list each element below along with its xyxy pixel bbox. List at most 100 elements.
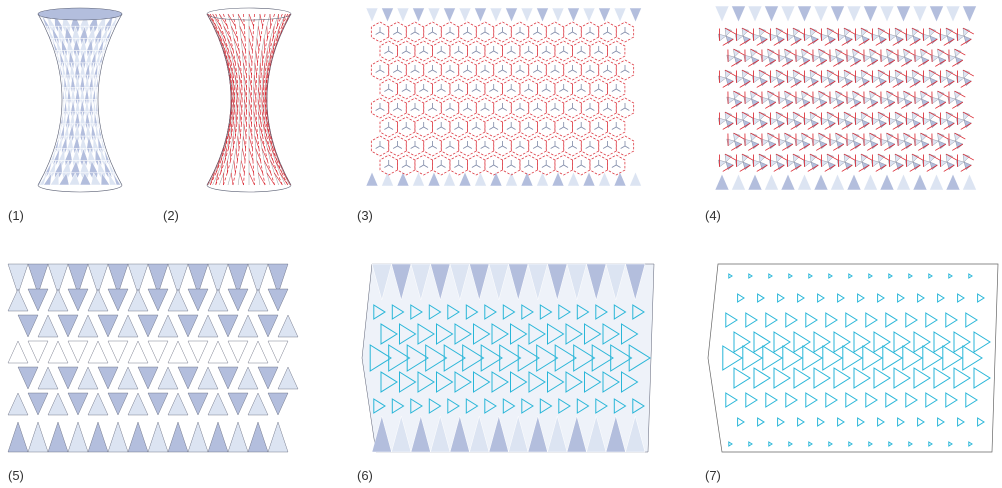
- cyan-triangle: [933, 331, 951, 353]
- twist-crease: [784, 90, 796, 98]
- hex-spoke: [607, 31, 613, 35]
- pinwheel-flap: [811, 54, 820, 63]
- edge-triangle: [147, 263, 169, 295]
- pinwheel-flap: [945, 153, 953, 163]
- hyperboloid-edge: [256, 26, 259, 39]
- twist-crease: [792, 111, 805, 119]
- twist-crease: [875, 122, 887, 130]
- cyan-triangle: [968, 273, 973, 279]
- inner-triangle: [237, 314, 259, 338]
- pinwheel-flap: [784, 90, 792, 100]
- crease-line: [268, 136, 274, 149]
- crease-line: [257, 136, 260, 149]
- cyan-triangle: [380, 371, 398, 393]
- edge-flap: [505, 7, 518, 23]
- crease-line: [223, 50, 229, 63]
- hyperboloid-edge: [238, 111, 241, 124]
- edge-triangle: [227, 421, 249, 453]
- cyan-triangle: [905, 392, 918, 408]
- crease-line: [239, 99, 243, 112]
- hex-spoke: [550, 107, 556, 111]
- pinwheel-flap: [861, 119, 870, 128]
- edge-flap: [629, 171, 642, 187]
- hyperboloid-edge: [235, 50, 239, 63]
- cyan-triangle: [473, 323, 491, 345]
- hex-spoke: [502, 69, 508, 73]
- twist-crease: [858, 164, 870, 172]
- twist-crease: [809, 153, 822, 161]
- hyperboloid-edge: [255, 148, 258, 161]
- hex-spoke: [397, 145, 403, 149]
- twist-crease: [843, 27, 856, 35]
- edge-triangle: [527, 415, 548, 453]
- pinwheel-flap: [835, 48, 843, 58]
- pinwheel-flap: [911, 153, 919, 163]
- crease-line: [252, 148, 254, 161]
- twist-crease: [911, 69, 924, 77]
- crease-line: [232, 62, 238, 76]
- hyperboloid-facet: [49, 172, 60, 186]
- twist-crease: [792, 69, 805, 77]
- edge-flap: [629, 7, 642, 23]
- pinwheel-flap: [742, 35, 751, 44]
- hex-spoke: [480, 107, 486, 111]
- edge-triangle: [167, 421, 189, 453]
- edge-flap: [427, 171, 441, 187]
- inner-triangle: [127, 340, 149, 364]
- pinwheel-flap: [904, 98, 913, 107]
- hex-spoke: [616, 50, 621, 54]
- cyan-triangle: [793, 331, 811, 353]
- cyan-triangle: [828, 441, 833, 447]
- crease-line: [215, 172, 219, 186]
- hyperboloid-edge: [227, 148, 231, 161]
- crease-line: [236, 75, 239, 88]
- pinwheel-flap: [742, 161, 751, 170]
- crease-line: [260, 160, 263, 173]
- inner-triangle: [97, 314, 119, 338]
- pinwheel-flap: [758, 69, 766, 79]
- hex-spoke: [397, 69, 403, 73]
- inner-triangle: [7, 288, 29, 312]
- pinwheel-flap: [759, 161, 768, 170]
- cyan-triangle: [885, 312, 898, 328]
- cyan-triangle: [953, 367, 971, 389]
- hex-spoke: [388, 88, 394, 92]
- inner-triangle: [187, 340, 209, 364]
- twist-crease: [739, 38, 751, 46]
- pinwheel-flap: [878, 161, 887, 170]
- edge-flap: [731, 5, 746, 23]
- cyan-triangle: [517, 344, 540, 372]
- twist-crease: [962, 111, 975, 119]
- crease-line: [262, 50, 266, 63]
- twist-crease: [741, 111, 754, 119]
- pinwheel-flap: [750, 48, 758, 58]
- hex-spoke: [462, 107, 468, 111]
- pinwheel-flap: [802, 140, 811, 149]
- edge-triangle: [547, 415, 568, 453]
- hex-spoke: [541, 126, 547, 130]
- hex-spoke: [594, 50, 599, 54]
- twist-crease: [835, 132, 847, 140]
- crease-line: [243, 123, 247, 137]
- twist-crease: [892, 80, 904, 88]
- crease-line: [267, 62, 269, 76]
- cyan-triangle: [547, 323, 565, 345]
- pinwheel-flap: [962, 27, 970, 37]
- twist-crease: [926, 164, 938, 172]
- hex-spoke: [445, 69, 451, 73]
- pinwheel-flap: [751, 56, 760, 65]
- hyperboloid-edge: [242, 123, 245, 137]
- edge-flap: [443, 7, 456, 23]
- cyan-triangle: [773, 367, 791, 389]
- crease-line: [243, 111, 247, 124]
- twist-crease: [937, 90, 949, 98]
- hyperboloid-edge: [253, 123, 256, 137]
- twist-crease: [877, 69, 890, 77]
- inner-triangle: [117, 314, 139, 338]
- crease-line: [263, 160, 271, 173]
- cyan-triangle: [765, 312, 778, 328]
- crease-line: [226, 160, 231, 173]
- cyan-triangle: [973, 331, 991, 353]
- twist-crease: [884, 101, 896, 109]
- crease-line: [248, 50, 253, 63]
